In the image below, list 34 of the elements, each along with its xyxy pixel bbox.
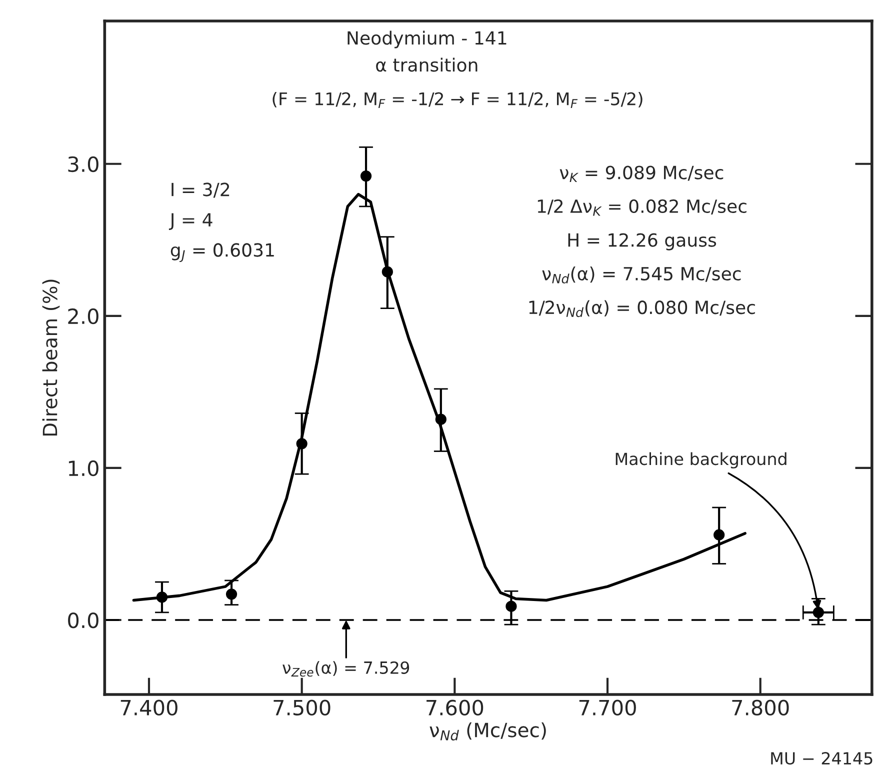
point (506, 600, 517, 612)
annotation: I = 3/2 (172, 182, 230, 198)
point (360, 170, 372, 182)
point (156, 592, 168, 603)
text: Neodymium - 141 (348, 30, 506, 48)
x-axis-title: ν$_{Nd}$ (Mc/sec) (430, 722, 546, 740)
y-tick-label: 0.0 (68, 612, 98, 628)
annotation: ν$_{Nd}$(α) = 7.545 Mc/sec (542, 266, 741, 284)
annotation: Machine background (616, 452, 786, 468)
x-tick-label: 7.600 (426, 700, 484, 716)
x-tick-label: 7.700 (579, 700, 636, 716)
annotation: H = 12.26 gauss (568, 233, 716, 250)
annotation: 1/2 Δν$_{K}$ = 0.082 Mc/sec (538, 199, 746, 216)
text: α transition (376, 58, 478, 72)
y-axis-title: Direct beam (%) (42, 280, 60, 436)
text: MU − 24145 (771, 752, 872, 765)
x-tick-label: 7.800 (732, 700, 789, 716)
x-tick-label: 7.500 (274, 700, 330, 716)
annotation: (F = 11/2, M$_{F}$ = -1/2 → F = 11/2, M$_{F}$ = -5/2) (272, 92, 642, 108)
x-tick-label: 7.400 (120, 700, 178, 716)
y-tick-label: 3.0 (68, 156, 98, 172)
y-tick-label: 1.0 (68, 460, 98, 476)
annotation: J = 4 (168, 213, 212, 230)
point (296, 438, 308, 450)
annotation: ν$_{K}$ = 9.089 Mc/sec (560, 166, 724, 182)
point (714, 529, 725, 540)
annotation: 1/2ν$_{Nd}$(α) = 0.080 Mc/sec (529, 300, 755, 318)
point (812, 606, 824, 618)
annotation: g$_{J}$ = 0.6031 (170, 243, 274, 262)
y-tick-label: 2.0 (68, 308, 98, 324)
annotation: ν$_{Zee}$(α) = 7.529 (282, 661, 410, 677)
point (226, 588, 238, 600)
point (435, 414, 446, 425)
point (382, 266, 393, 278)
